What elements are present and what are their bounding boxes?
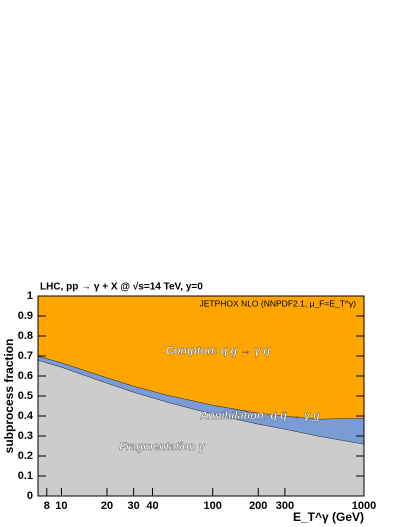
annotation: Annihilation: q q̄ → γ g xyxy=(199,410,320,422)
y-tick-label: 0.5 xyxy=(18,390,33,402)
y-tick-label: 0.8 xyxy=(18,330,33,342)
y-tick-label: 0.7 xyxy=(18,350,33,362)
x-tick-label: 100 xyxy=(204,500,222,512)
x-tick-label: 200 xyxy=(249,500,267,512)
y-axis-label: subprocess fraction xyxy=(2,339,16,454)
y-tick-label: 0 xyxy=(27,490,33,502)
y-tick-label: 0.2 xyxy=(18,450,33,462)
y-tick-label: 0.9 xyxy=(18,310,33,322)
y-tick-label: 0.4 xyxy=(18,410,34,422)
x-tick-label: 20 xyxy=(101,500,113,512)
chart-title: LHC, pp → γ + X @ √s=14 TeV, y=0 xyxy=(40,282,203,293)
area xyxy=(38,360,364,496)
annotation: Fragmentation γ xyxy=(119,441,205,453)
annotation: Compton: q g → γ q xyxy=(166,345,271,357)
annotation: JETPHOX NLO (NNPDF2.1, μ_F=E_T^γ) xyxy=(200,298,357,308)
x-tick-label: 1000 xyxy=(352,500,376,512)
x-tick-label: 300 xyxy=(276,500,294,512)
y-tick-label: 0.3 xyxy=(18,430,33,442)
area xyxy=(38,296,364,419)
y-tick-label: 1 xyxy=(27,290,33,302)
x-tick-label: 40 xyxy=(146,500,158,512)
y-tick-label: 0.6 xyxy=(18,370,33,382)
area xyxy=(38,356,364,444)
x-axis-label: E_T^γ (GeV) xyxy=(293,510,364,524)
x-tick-label: 8 xyxy=(44,500,50,512)
x-tick-label: 10 xyxy=(55,500,67,512)
x-tick-label: 30 xyxy=(127,500,139,512)
y-tick-label: 0.1 xyxy=(18,470,33,482)
